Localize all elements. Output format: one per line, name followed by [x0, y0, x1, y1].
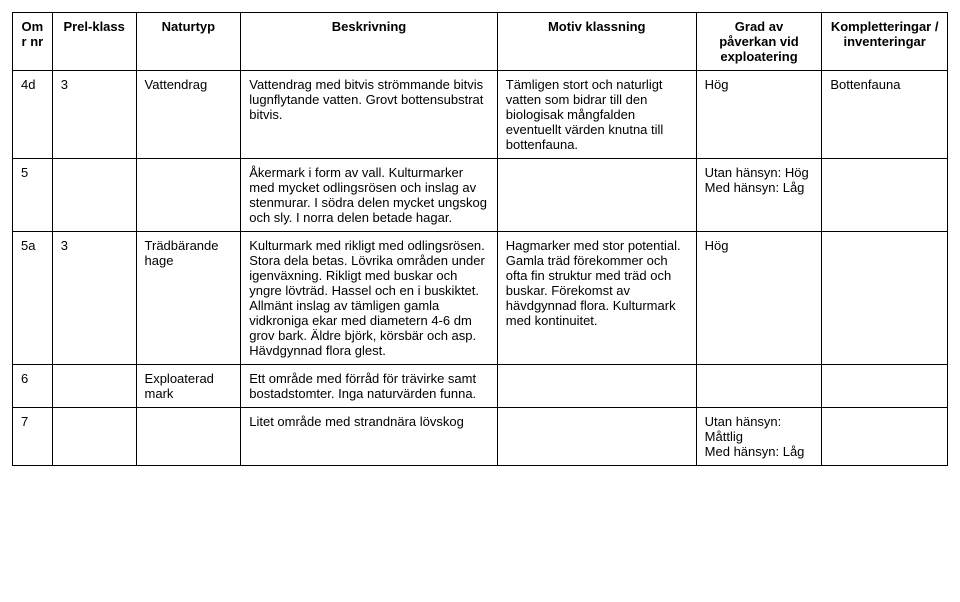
- cell-kompl: [822, 232, 948, 365]
- cell-omr: 6: [13, 365, 53, 408]
- table-row: 5a 3 Trädbärande hage Kulturmark med rik…: [13, 232, 948, 365]
- cell-kompl: [822, 365, 948, 408]
- cell-beskrivning: Litet område med strandnära lövskog: [241, 408, 498, 466]
- cell-grad: Utan hänsyn: HögMed hänsyn: Låg: [696, 159, 822, 232]
- cell-prel: 3: [52, 232, 136, 365]
- cell-grad: Hög: [696, 232, 822, 365]
- table-row: 5 Åkermark i form av vall. Kulturmarker …: [13, 159, 948, 232]
- table-row: 7 Litet område med strandnära lövskog Ut…: [13, 408, 948, 466]
- table-row: 4d 3 Vattendrag Vattendrag med bitvis st…: [13, 71, 948, 159]
- cell-naturtyp: [136, 408, 241, 466]
- cell-prel: [52, 408, 136, 466]
- cell-naturtyp: Exploaterad mark: [136, 365, 241, 408]
- cell-prel: [52, 159, 136, 232]
- cell-motiv: [497, 159, 696, 232]
- cell-beskrivning: Vattendrag med bitvis strömmande bitvis …: [241, 71, 498, 159]
- cell-omr: 7: [13, 408, 53, 466]
- nature-table: Omr nr Prel-klass Naturtyp Beskrivning M…: [12, 12, 948, 466]
- cell-kompl: [822, 408, 948, 466]
- cell-prel: [52, 365, 136, 408]
- cell-prel: 3: [52, 71, 136, 159]
- table-header-row: Omr nr Prel-klass Naturtyp Beskrivning M…: [13, 13, 948, 71]
- cell-omr: 4d: [13, 71, 53, 159]
- header-motiv: Motiv klassning: [497, 13, 696, 71]
- header-omr: Omr nr: [13, 13, 53, 71]
- cell-naturtyp: Trädbärande hage: [136, 232, 241, 365]
- cell-motiv: [497, 365, 696, 408]
- cell-omr: 5a: [13, 232, 53, 365]
- cell-motiv: Tämligen stort och naturligt vatten som …: [497, 71, 696, 159]
- cell-beskrivning: Ett område med förråd för trävirke samt …: [241, 365, 498, 408]
- header-kompl: Kompletteringar / inventeringar: [822, 13, 948, 71]
- cell-beskrivning: Åkermark i form av vall. Kulturmarker me…: [241, 159, 498, 232]
- cell-grad: [696, 365, 822, 408]
- cell-grad: Utan hänsyn: MåttligMed hänsyn: Låg: [696, 408, 822, 466]
- cell-motiv: [497, 408, 696, 466]
- cell-omr: 5: [13, 159, 53, 232]
- header-prel: Prel-klass: [52, 13, 136, 71]
- cell-kompl: Bottenfauna: [822, 71, 948, 159]
- cell-motiv: Hagmarker med stor potential. Gamla träd…: [497, 232, 696, 365]
- table-row: 6 Exploaterad mark Ett område med förråd…: [13, 365, 948, 408]
- cell-grad: Hög: [696, 71, 822, 159]
- header-beskrivning: Beskrivning: [241, 13, 498, 71]
- cell-kompl: [822, 159, 948, 232]
- cell-naturtyp: Vattendrag: [136, 71, 241, 159]
- header-naturtyp: Naturtyp: [136, 13, 241, 71]
- cell-naturtyp: [136, 159, 241, 232]
- header-grad: Grad av påverkan vid exploatering: [696, 13, 822, 71]
- cell-beskrivning: Kulturmark med rikligt med odlingsrösen.…: [241, 232, 498, 365]
